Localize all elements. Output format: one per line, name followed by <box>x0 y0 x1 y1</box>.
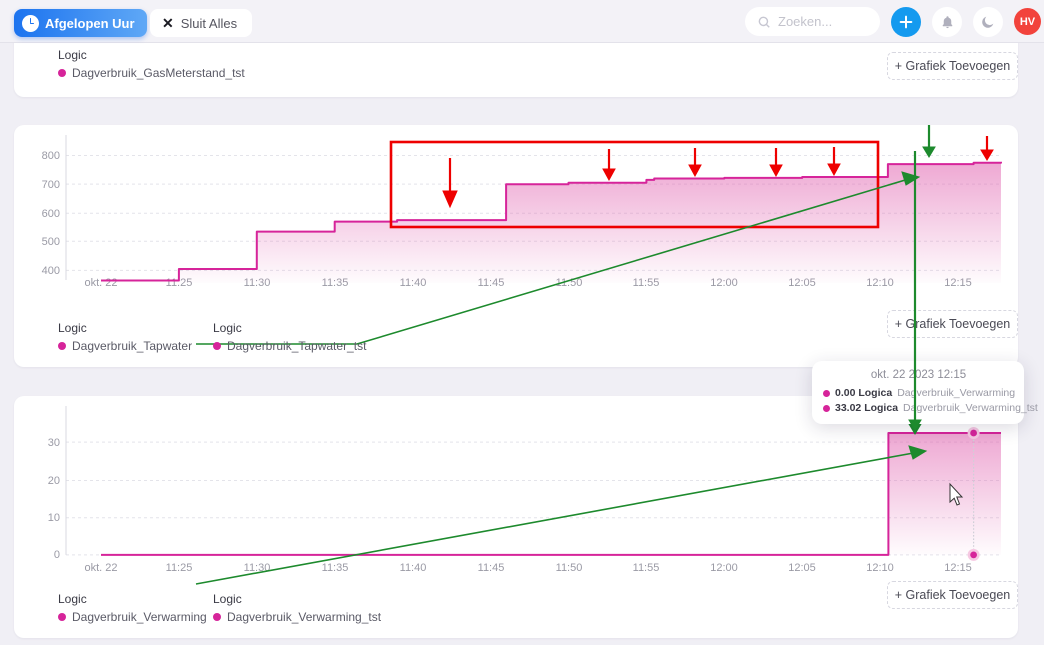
svg-text:800: 800 <box>42 150 60 162</box>
svg-text:0: 0 <box>54 549 60 561</box>
svg-text:12:10: 12:10 <box>866 562 894 574</box>
svg-text:500: 500 <box>42 236 60 248</box>
svg-text:12:00: 12:00 <box>710 562 738 574</box>
svg-text:30: 30 <box>48 437 60 449</box>
svg-text:400: 400 <box>42 265 60 277</box>
svg-text:11:40: 11:40 <box>400 562 427 574</box>
svg-text:20: 20 <box>48 475 60 487</box>
svg-text:okt. 22: okt. 22 <box>84 562 117 574</box>
svg-text:10: 10 <box>48 512 60 524</box>
svg-text:600: 600 <box>42 208 60 220</box>
svg-text:700: 700 <box>42 179 60 191</box>
svg-text:11:55: 11:55 <box>633 562 660 574</box>
svg-text:11:35: 11:35 <box>322 562 349 574</box>
svg-text:12:05: 12:05 <box>788 562 816 574</box>
svg-text:11:45: 11:45 <box>478 562 505 574</box>
svg-text:11:25: 11:25 <box>166 562 193 574</box>
svg-text:11:50: 11:50 <box>556 562 583 574</box>
svg-text:12:15: 12:15 <box>944 562 972 574</box>
